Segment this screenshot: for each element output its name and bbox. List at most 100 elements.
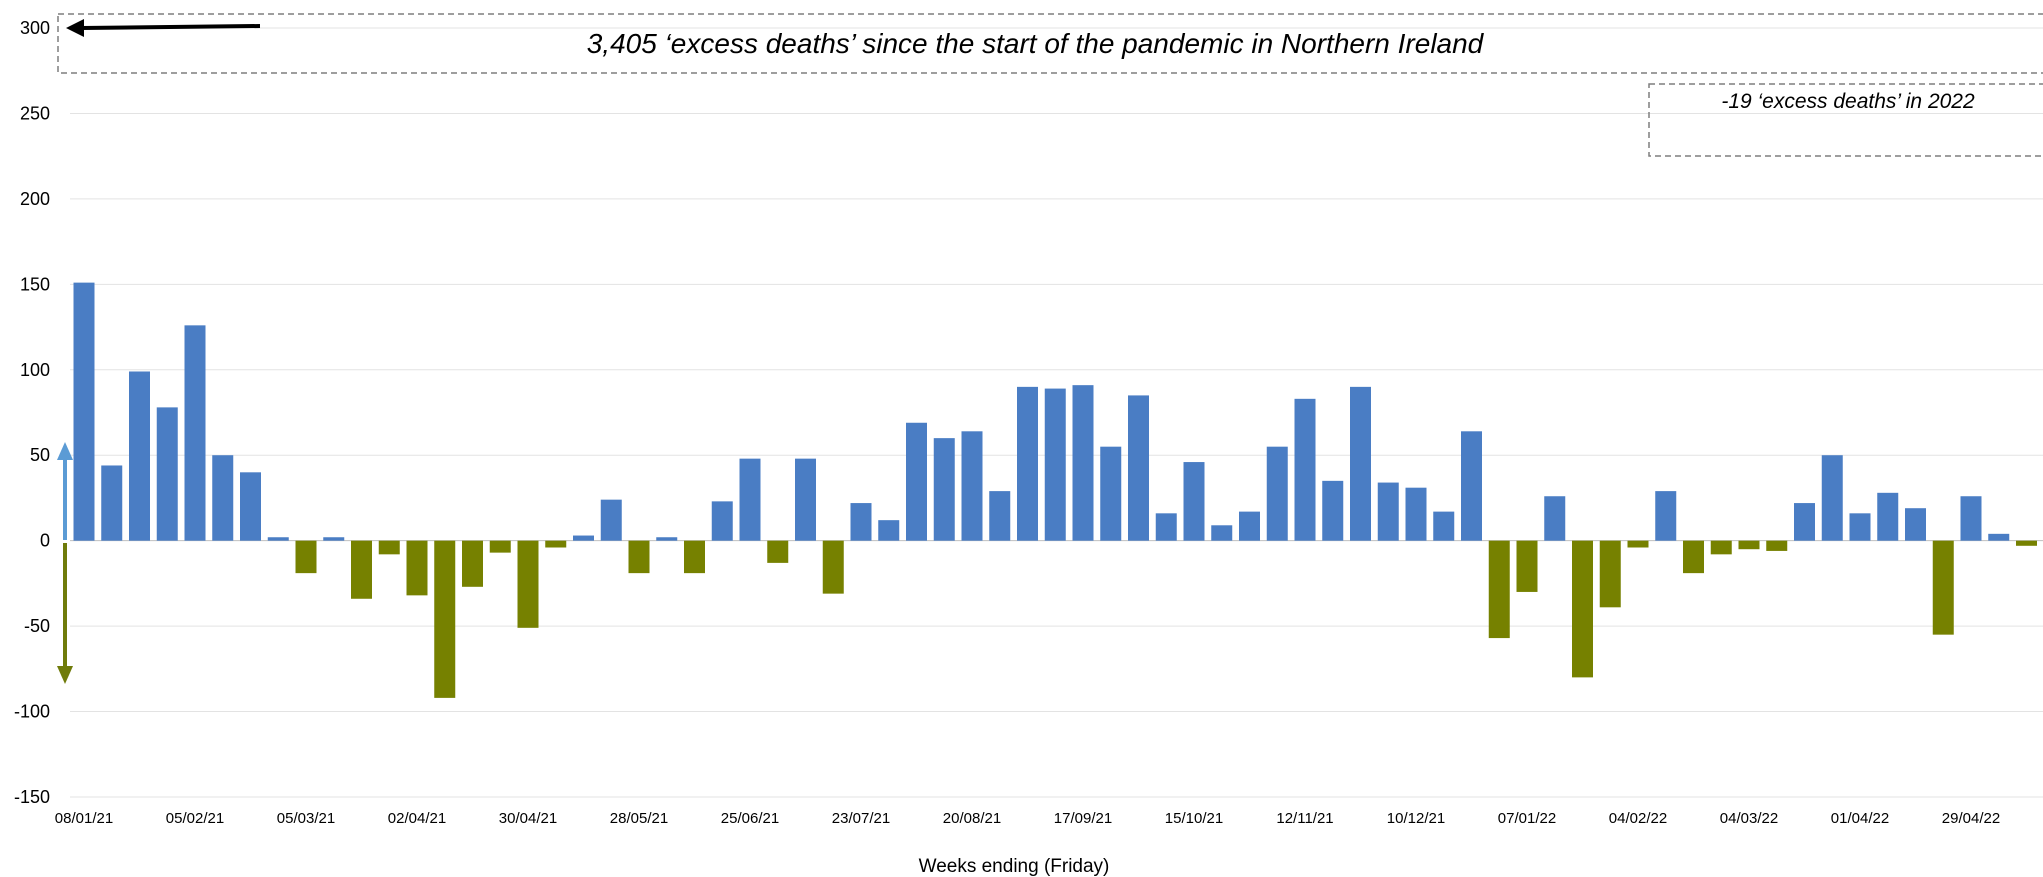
x-tick-label: 15/10/21	[1165, 810, 1223, 827]
bar	[1461, 431, 1482, 541]
bar	[1766, 540, 1788, 551]
x-tick-label: 25/06/21	[721, 810, 779, 827]
x-tick-label: 04/03/22	[1720, 810, 1778, 827]
bar	[795, 458, 816, 541]
bar	[1377, 482, 1399, 541]
bar	[323, 537, 345, 541]
bar	[1183, 462, 1205, 541]
bar	[1960, 496, 1982, 541]
year-2022-annotation-box	[1648, 83, 2043, 157]
bar	[1239, 511, 1260, 541]
x-tick-label: 12/11/21	[1276, 810, 1333, 827]
bar	[156, 407, 178, 541]
y-tick-label: -100	[14, 702, 50, 722]
bar	[684, 540, 705, 574]
bar	[739, 458, 761, 541]
bar	[1128, 395, 1149, 541]
y-tick-label: 50	[30, 445, 50, 465]
x-tick-label: 23/07/21	[832, 810, 890, 827]
pandemic-total-annotation: 3,405 ‘excess deaths’ since the start of…	[587, 28, 1485, 59]
bar	[1627, 540, 1649, 548]
bar	[1516, 540, 1538, 592]
bar	[1017, 386, 1038, 541]
x-tick-label: 05/02/21	[166, 810, 224, 827]
bar	[2016, 540, 2037, 546]
bar	[600, 499, 622, 541]
bar	[1794, 503, 1815, 541]
y-tick-label: 150	[20, 274, 50, 294]
bar	[656, 537, 678, 541]
bar	[628, 540, 650, 574]
x-tick-label: 02/04/21	[388, 810, 446, 827]
down-arrow-icon	[57, 666, 73, 684]
year-2022-annotation: -19 ‘excess deaths’ in 2022	[1721, 90, 1975, 113]
bar	[1433, 511, 1455, 541]
bar	[1266, 446, 1288, 541]
bar	[351, 540, 372, 599]
bar	[1655, 491, 1677, 541]
bar	[101, 465, 123, 541]
bar	[267, 537, 289, 541]
y-tick-label: 300	[20, 18, 50, 38]
x-tick-label: 10/12/21	[1387, 810, 1445, 827]
x-tick-label: 20/08/21	[943, 810, 1001, 827]
bar	[73, 282, 95, 541]
x-tick-label: 07/01/22	[1498, 810, 1556, 827]
bar	[1932, 540, 1954, 635]
bar	[989, 491, 1011, 541]
x-tick-label: 29/04/22	[1942, 810, 2000, 827]
bar	[850, 503, 872, 541]
bar	[822, 540, 844, 594]
bar	[184, 325, 206, 541]
bar	[129, 371, 150, 541]
bar	[1683, 540, 1704, 574]
bar	[240, 472, 261, 541]
x-tick-label: 17/09/21	[1054, 810, 1112, 827]
bar	[1710, 540, 1732, 555]
bar	[1877, 492, 1899, 541]
bar	[1544, 496, 1566, 541]
bar	[961, 431, 983, 541]
bar	[434, 540, 456, 698]
bar	[517, 540, 539, 628]
bar	[1350, 386, 1371, 541]
y-tick-label: 0	[40, 531, 50, 551]
bar	[878, 520, 900, 541]
bar	[1988, 533, 2010, 541]
x-tick-label: 08/01/21	[55, 810, 113, 827]
bar	[1821, 455, 1843, 541]
y-tick-label: -150	[14, 787, 50, 807]
x-tick-label: 01/04/22	[1831, 810, 1889, 827]
bar	[1072, 385, 1094, 541]
bar	[406, 540, 428, 596]
bar	[1100, 446, 1122, 541]
y-tick-label: 100	[20, 360, 50, 380]
x-axis: 08/01/21 05/02/21 05/03/21 02/04/21 30/04/21…	[55, 810, 2000, 827]
bar	[1738, 540, 1760, 550]
bar	[1488, 540, 1510, 639]
bar	[1599, 540, 1621, 608]
bar	[711, 501, 733, 541]
bar	[1155, 513, 1177, 541]
bar	[1849, 513, 1871, 541]
bar	[295, 540, 317, 574]
y-axis: 300 250 200 150 100 50 0 -50 -100 -150	[14, 18, 50, 807]
bar	[489, 540, 511, 553]
bar	[573, 535, 594, 541]
bar	[767, 540, 789, 563]
x-tick-label: 04/02/22	[1609, 810, 1667, 827]
bar	[933, 438, 955, 541]
pointer-arrow-icon	[66, 19, 84, 37]
bars	[73, 282, 2037, 698]
bar	[1572, 540, 1593, 678]
bar	[462, 540, 483, 587]
bar	[1905, 508, 1926, 541]
bar	[906, 422, 927, 541]
y-tick-label: 250	[20, 103, 50, 123]
bar	[1405, 487, 1427, 541]
y-tick-label: -50	[24, 616, 50, 636]
x-axis-title: Weeks ending (Friday)	[919, 856, 1110, 877]
x-tick-label: 28/05/21	[610, 810, 668, 827]
y-tick-label: 200	[20, 189, 50, 209]
